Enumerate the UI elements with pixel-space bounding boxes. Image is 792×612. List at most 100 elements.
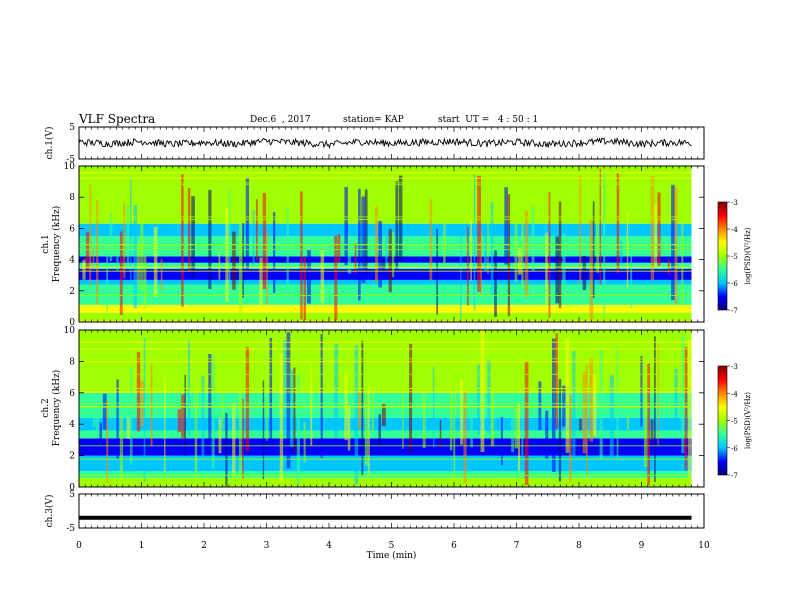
- spectral-impulse: [150, 364, 153, 446]
- spectral-impulse: [208, 353, 212, 450]
- spectral-impulse: [650, 419, 654, 441]
- spectral-impulse: [507, 194, 511, 317]
- x-tick-label: 9: [639, 541, 645, 551]
- narrowband-line: [79, 348, 692, 350]
- spectral-impulse: [630, 245, 633, 308]
- spectral-impulse: [531, 206, 535, 271]
- spectral-impulse: [460, 233, 462, 319]
- spectral-impulse: [603, 172, 606, 314]
- spectral-impulse: [177, 409, 182, 432]
- spectral-impulse: [187, 187, 191, 272]
- spectral-impulse: [538, 381, 542, 431]
- spectral-impulse: [470, 416, 473, 448]
- spectral-impulse: [266, 349, 268, 442]
- narrowband-line: [79, 474, 692, 476]
- spectral-impulse: [643, 343, 648, 468]
- spectral-impulse: [616, 172, 620, 274]
- spectral-impulse: [106, 242, 109, 312]
- colorbar-tick-label: -5: [731, 253, 738, 261]
- spectral-impulse: [460, 379, 464, 445]
- narrowband-line: [79, 361, 692, 363]
- spectral-impulse: [392, 231, 395, 278]
- spectral-impulse: [429, 199, 433, 281]
- spectral-impulse: [194, 366, 198, 477]
- spectral-impulse: [517, 403, 521, 471]
- spectral-impulse: [681, 204, 684, 306]
- spectral-impulse: [242, 222, 244, 298]
- spectral-impulse: [293, 367, 296, 453]
- ch3-ylabel: ch.3(V): [44, 495, 55, 528]
- spectral-impulse: [487, 187, 489, 274]
- spectral-impulse: [296, 374, 300, 485]
- spectral-impulse: [592, 373, 597, 437]
- spectral-impulse: [130, 178, 132, 281]
- colorbar-label: log(PSD)(V²/Hz): [744, 227, 752, 284]
- spectral-impulse: [381, 403, 386, 427]
- narrowband-line: [79, 219, 692, 221]
- spectral-impulse: [143, 255, 147, 310]
- spectral-impulse: [657, 192, 661, 266]
- spectral-impulse: [245, 346, 250, 452]
- spectral-impulse: [181, 174, 184, 307]
- y-tick-label: 5: [69, 123, 75, 133]
- spectral-impulse: [453, 340, 456, 485]
- spectral-impulse: [569, 394, 572, 483]
- spectral-impulse: [181, 394, 185, 440]
- spectral-impulse: [130, 366, 133, 465]
- colorbar-tick-label: -4: [731, 226, 738, 234]
- spectral-impulse: [449, 390, 453, 451]
- spectral-impulse: [347, 405, 351, 451]
- narrowband-line: [79, 358, 692, 360]
- spectral-impulse: [92, 395, 96, 428]
- spectral-impulse: [320, 334, 323, 459]
- colorbar-tick-label: -7: [731, 472, 738, 480]
- y-tick-label: -5: [66, 155, 75, 165]
- ch2-spec-ylabel-freq: Frequency (kHz): [51, 370, 62, 447]
- y-tick-label: 10: [64, 326, 76, 336]
- spectral-impulse: [238, 210, 243, 314]
- spectral-impulse: [548, 191, 551, 318]
- spectral-impulse: [490, 201, 494, 296]
- spectral-impulse: [511, 403, 515, 453]
- colorbar-tick-label: -6: [731, 445, 738, 453]
- spectral-impulse: [514, 407, 519, 449]
- spectral-impulse: [225, 207, 229, 302]
- spectral-impulse: [289, 369, 294, 447]
- spectral-impulse: [579, 175, 582, 285]
- y-tick-label: 6: [69, 389, 75, 399]
- spectral-impulse: [487, 360, 491, 434]
- ch1-spec-ylabel-freq: Frequency (kHz): [51, 206, 62, 283]
- spectral-impulse: [524, 211, 529, 297]
- spectral-impulse: [551, 338, 556, 472]
- spectral-impulse: [184, 374, 186, 457]
- x-tick-label: 1: [139, 541, 145, 551]
- spectral-impulse: [371, 337, 374, 432]
- colorbar: [717, 201, 728, 311]
- spectral-impulse: [473, 174, 476, 311]
- spectral-impulse: [558, 201, 562, 309]
- narrowband-line: [79, 445, 692, 447]
- spectral-impulse: [674, 187, 678, 305]
- narrowband-line: [79, 391, 692, 393]
- spectral-impulse: [586, 364, 588, 477]
- spectral-impulse: [654, 204, 658, 267]
- chart-title: VLF Spectra: [79, 112, 156, 126]
- spectral-impulse: [143, 337, 146, 483]
- spectrogram-ch1-spectrogram: [79, 166, 692, 322]
- spectral-impulse: [303, 422, 306, 463]
- spectral-impulse: [517, 248, 522, 275]
- spectral-impulse: [477, 175, 481, 292]
- spectral-impulse: [521, 179, 524, 289]
- ch1-waveform-line: [78, 136, 692, 150]
- spectral-impulse: [232, 231, 236, 290]
- x-tick-label: 10: [698, 541, 710, 551]
- narrowband-line: [79, 244, 692, 246]
- y-tick-label: 0: [69, 483, 75, 493]
- spectral-impulse: [463, 392, 467, 484]
- spectral-impulse: [620, 240, 623, 266]
- spectral-impulse: [388, 229, 392, 293]
- spectral-impulse: [232, 403, 236, 477]
- spectral-impulse: [609, 375, 614, 462]
- spectral-impulse: [347, 246, 352, 274]
